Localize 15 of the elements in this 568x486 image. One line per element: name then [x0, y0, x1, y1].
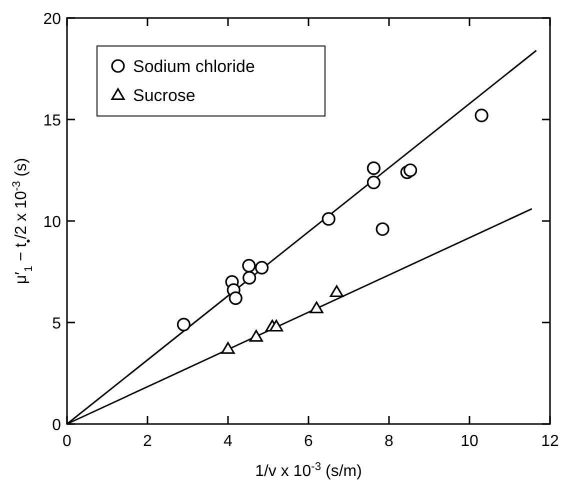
x-tick-label: 12: [541, 433, 559, 450]
y-tick-label: 15: [43, 112, 62, 130]
y-tick-label: 5: [52, 316, 62, 332]
legend-label: Sodium chloride: [133, 57, 255, 76]
x-tick-label: 2: [143, 433, 152, 450]
y-tick-label: 10: [43, 214, 62, 231]
y-tick-label: 20: [43, 11, 62, 28]
x-tick-label: 6: [304, 433, 314, 450]
x-tick-label: 4: [224, 433, 233, 450]
x-tick-label: 0: [62, 433, 72, 450]
x-tick-label: 10: [460, 433, 478, 450]
x-tick-label: 8: [384, 433, 394, 450]
legend-label: Sucrose: [133, 86, 196, 105]
y-tick-label: 0: [52, 417, 62, 434]
x-axis-title: 1/v x 10$^{-3}$ (s/m): [255, 461, 362, 480]
